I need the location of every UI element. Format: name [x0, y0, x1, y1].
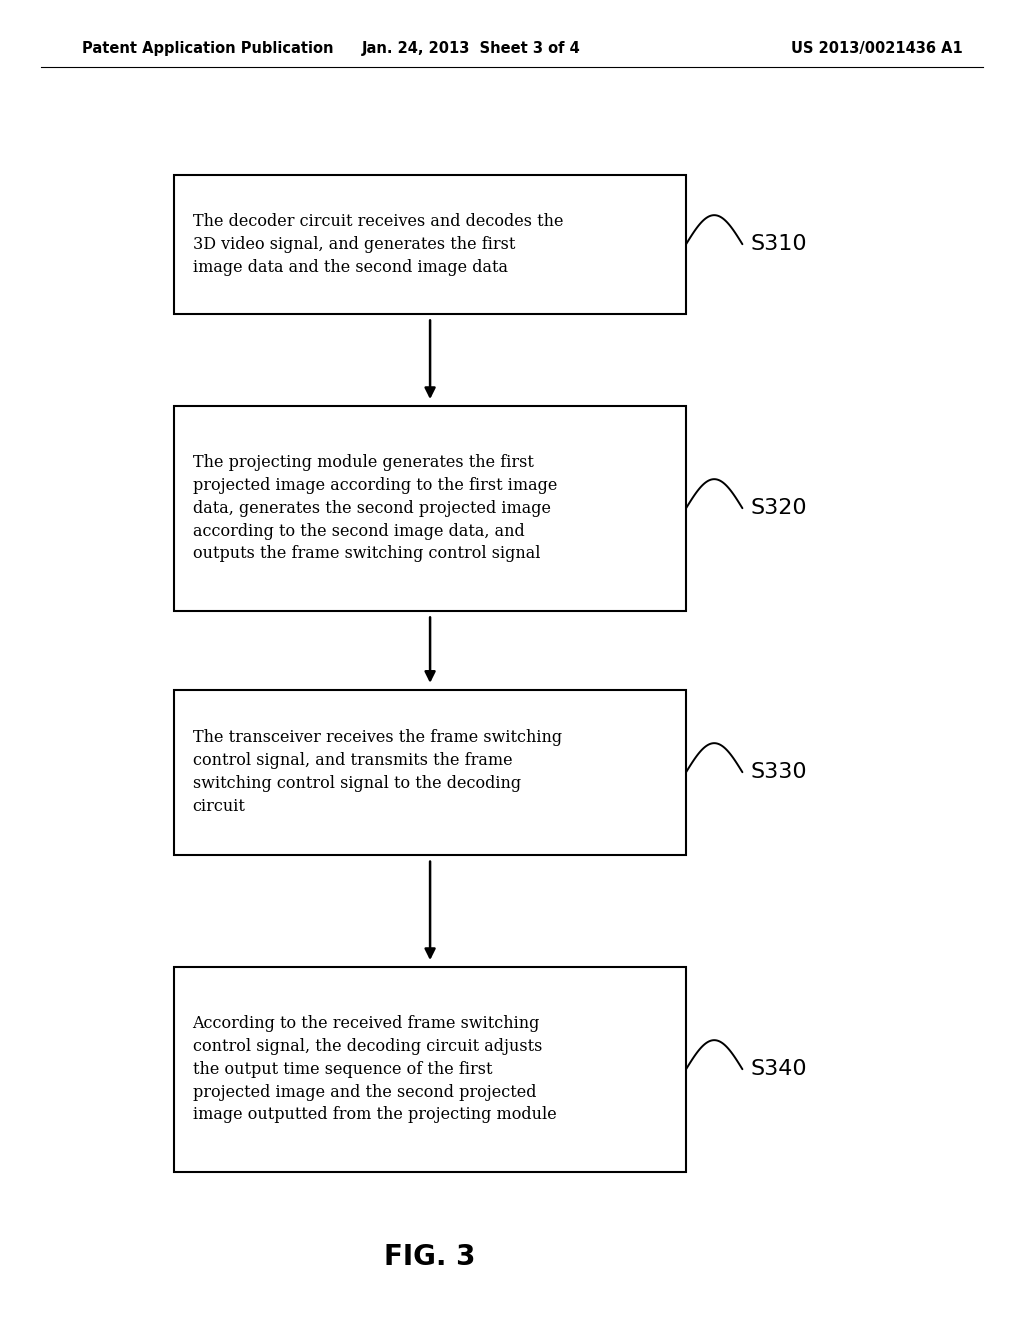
Bar [174, 689, 686, 855]
Bar [174, 176, 686, 314]
Text: FIG. 3: FIG. 3 [384, 1242, 476, 1271]
Text: The transceiver receives the frame switching
control signal, and transmits the f: The transceiver receives the frame switc… [193, 730, 561, 814]
Text: S320: S320 [751, 498, 807, 519]
Text: According to the received frame switching
control signal, the decoding circuit a: According to the received frame switchin… [193, 1015, 556, 1123]
Bar [174, 966, 686, 1172]
Text: S330: S330 [751, 762, 807, 783]
Bar [174, 407, 686, 610]
Text: US 2013/0021436 A1: US 2013/0021436 A1 [791, 41, 963, 57]
Text: The projecting module generates the first
projected image according to the first: The projecting module generates the firs… [193, 454, 557, 562]
Text: The decoder circuit receives and decodes the
3D video signal, and generates the : The decoder circuit receives and decodes… [193, 213, 563, 276]
Text: Jan. 24, 2013  Sheet 3 of 4: Jan. 24, 2013 Sheet 3 of 4 [361, 41, 581, 57]
Text: S340: S340 [751, 1059, 807, 1080]
Text: S310: S310 [751, 234, 807, 255]
Text: Patent Application Publication: Patent Application Publication [82, 41, 334, 57]
